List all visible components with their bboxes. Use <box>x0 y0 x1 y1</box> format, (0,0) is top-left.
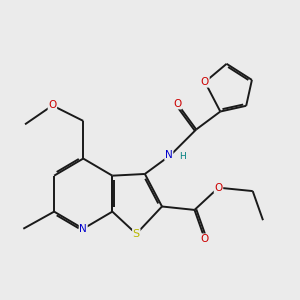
Text: O: O <box>173 99 181 109</box>
Text: S: S <box>133 229 140 239</box>
Text: O: O <box>48 100 56 110</box>
Text: N: N <box>80 224 87 234</box>
Text: O: O <box>201 234 209 244</box>
Text: H: H <box>179 152 186 161</box>
Text: N: N <box>165 150 173 160</box>
Text: O: O <box>214 183 223 193</box>
Text: O: O <box>201 77 209 87</box>
